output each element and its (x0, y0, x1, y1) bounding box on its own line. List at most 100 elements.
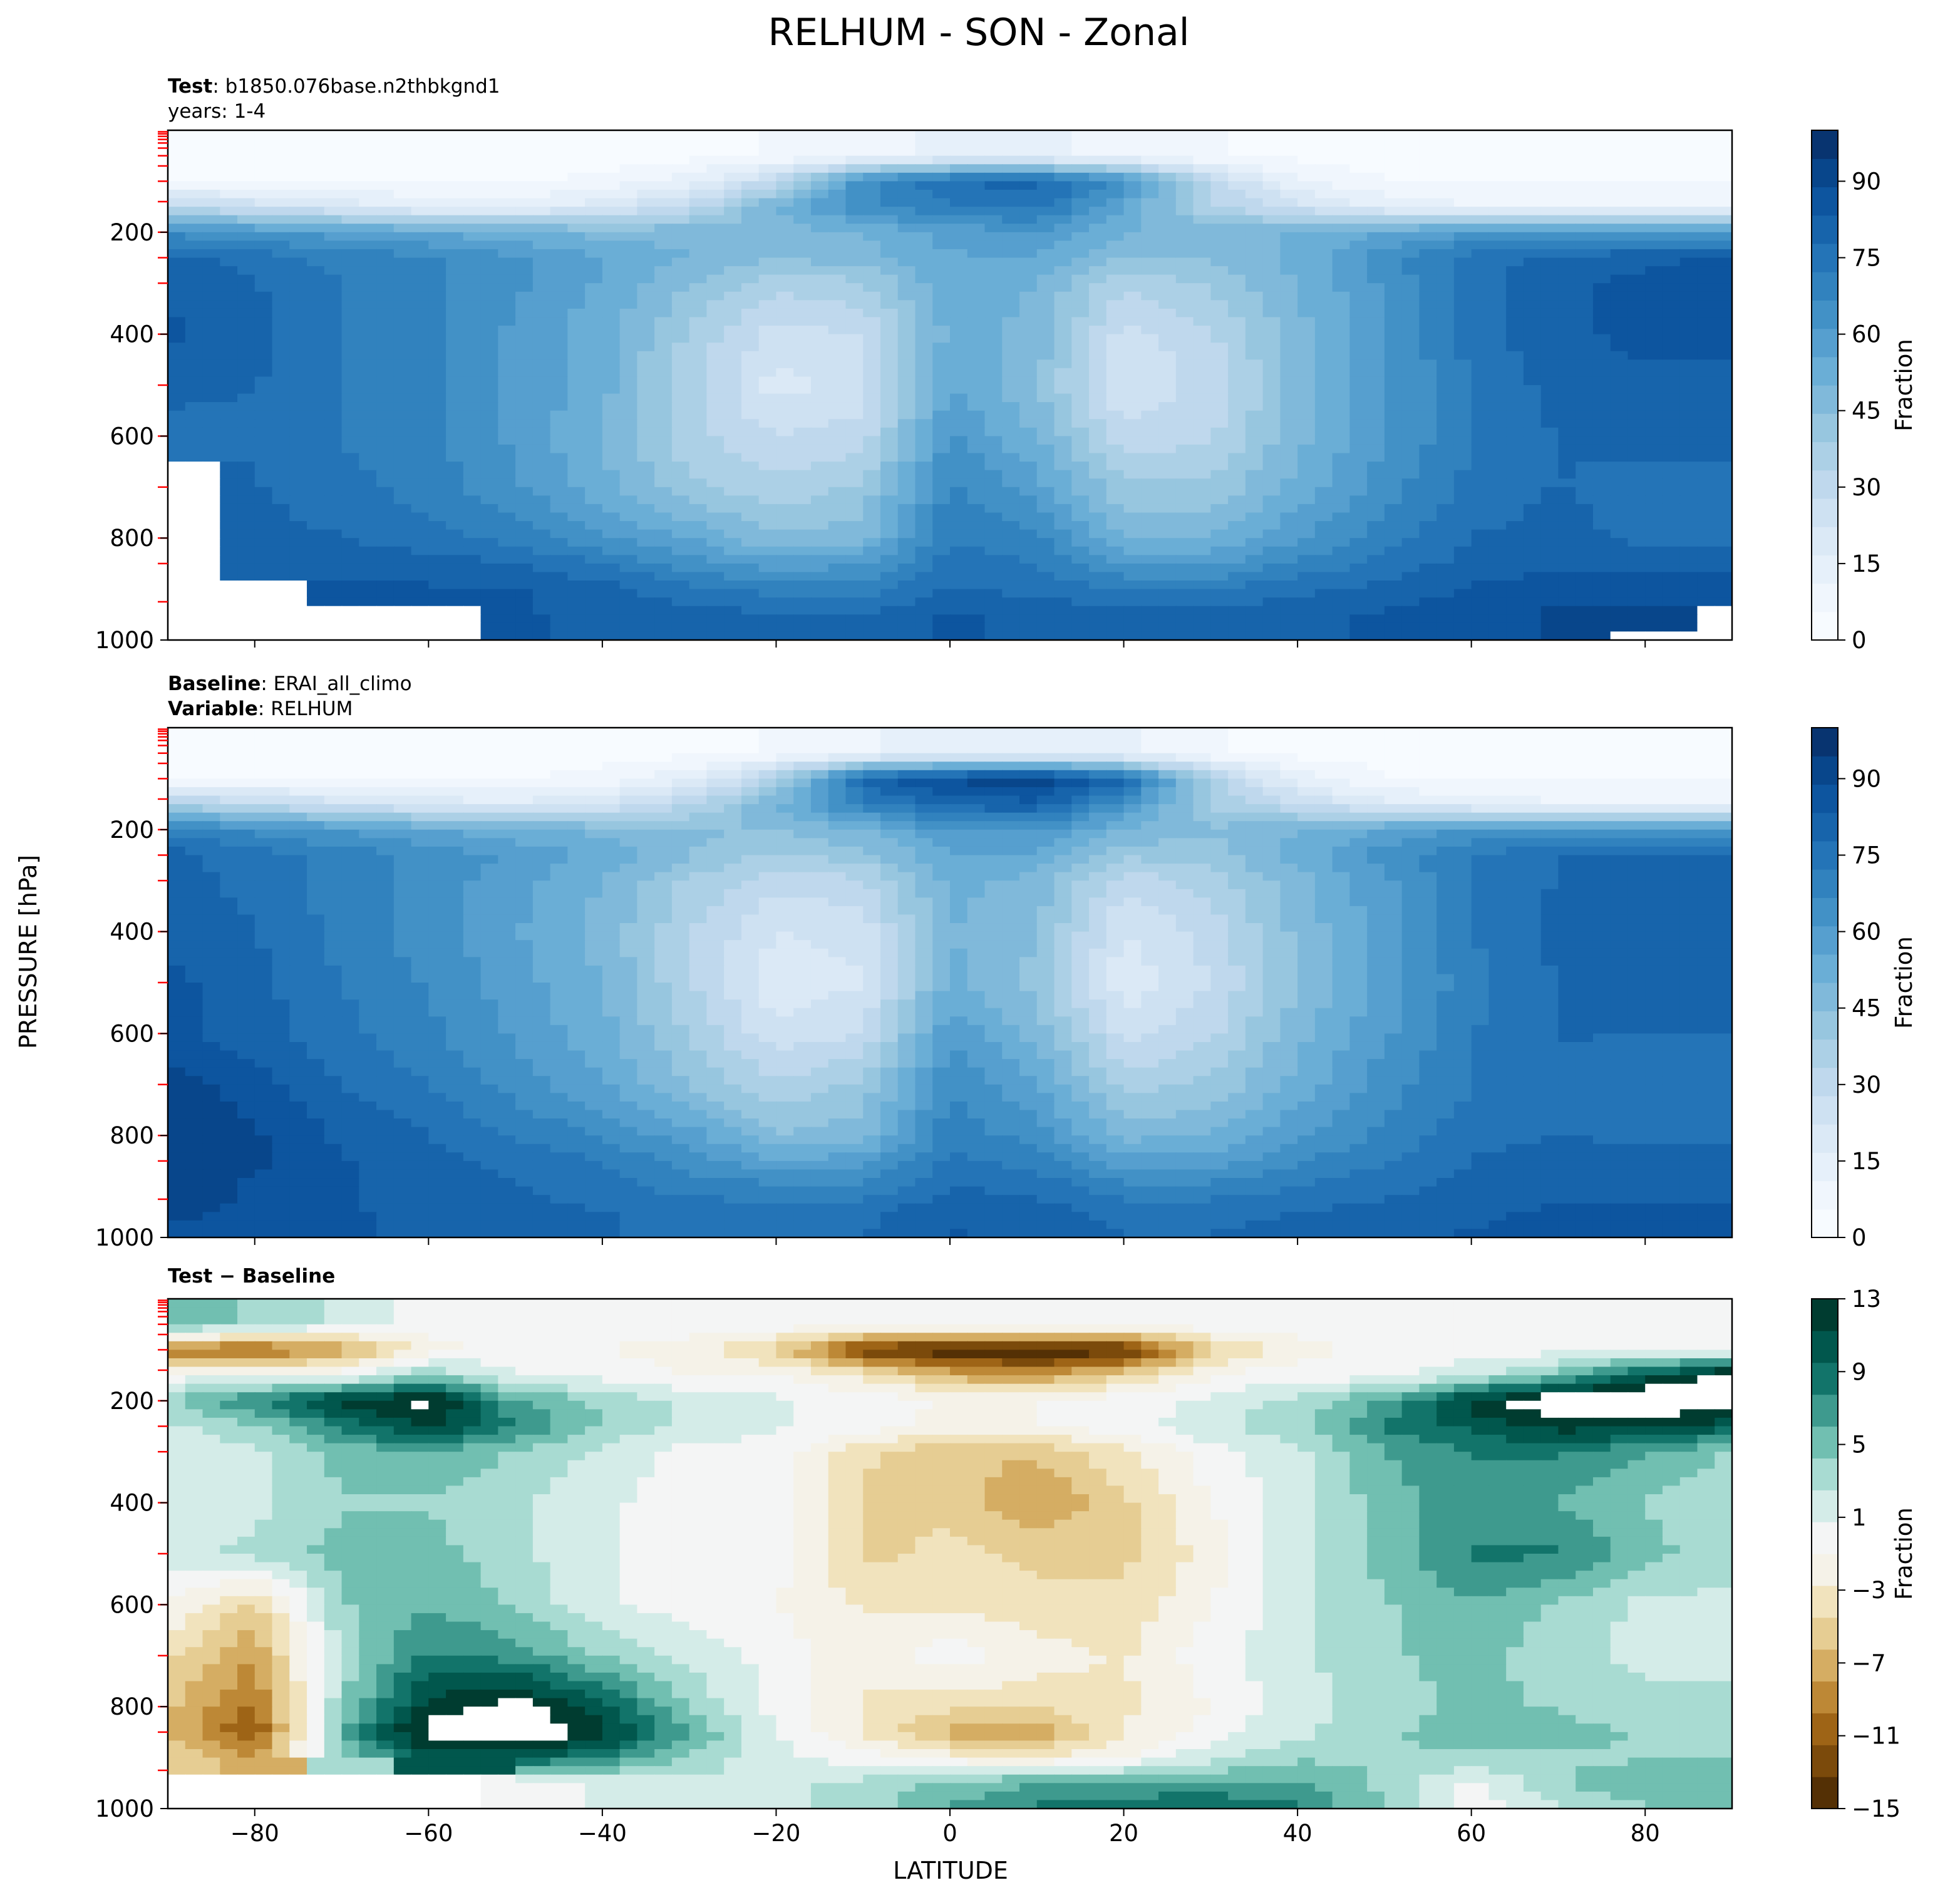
heatmap-cell (1297, 147, 1316, 157)
heatmap-cell (1141, 521, 1159, 530)
heatmap-cell (202, 376, 221, 386)
heatmap-cell (428, 512, 446, 522)
heatmap-cell (706, 343, 725, 352)
heatmap-cell (1054, 283, 1073, 292)
heatmap-cell (1123, 326, 1142, 335)
heatmap-cell (1506, 351, 1524, 361)
heatmap-cell (724, 470, 742, 480)
heatmap-cell (1019, 478, 1038, 488)
heatmap-cell (289, 232, 307, 242)
heatmap-cell (1193, 503, 1212, 514)
heatmap-cell (845, 317, 864, 326)
heatmap-cell (168, 453, 186, 462)
heatmap-cell (1715, 462, 1732, 471)
heatmap-cell (828, 155, 847, 165)
heatmap-cell (810, 240, 829, 250)
heatmap-cell (411, 138, 430, 148)
heatmap-cell (932, 563, 951, 573)
heatmap-cell (1297, 351, 1316, 361)
heatmap-cell (776, 487, 794, 497)
heatmap-cell (724, 546, 742, 556)
heatmap-cell (758, 308, 777, 318)
heatmap-cell (585, 232, 603, 242)
heatmap-cell (602, 402, 621, 411)
heatmap-cell (863, 563, 881, 573)
heatmap-cell (324, 215, 343, 225)
heatmap-cell (1089, 138, 1107, 148)
heatmap-cell (863, 402, 881, 411)
heatmap-cell (810, 232, 829, 242)
heatmap-cell (202, 138, 221, 148)
heatmap-cell (984, 291, 1003, 301)
heatmap-cell (810, 368, 829, 378)
heatmap-cell (1314, 257, 1333, 267)
heatmap-cell (1540, 249, 1559, 259)
heatmap-cell (776, 283, 794, 292)
heatmap-cell (1592, 572, 1611, 581)
heatmap-cell (272, 462, 291, 471)
heatmap-cell (1697, 376, 1716, 386)
heatmap-cell (671, 589, 690, 598)
heatmap-cell (1610, 240, 1629, 250)
heatmap-cell (1280, 359, 1298, 369)
heatmap-cell (1471, 385, 1490, 395)
heatmap-cell (411, 487, 430, 497)
heatmap-cell (758, 546, 777, 556)
heatmap-cell (1054, 189, 1073, 199)
heatmap-cell (1089, 266, 1107, 276)
heatmap-cell (1158, 368, 1177, 378)
heatmap-cell (393, 470, 412, 480)
heatmap-cell (863, 512, 881, 522)
heatmap-cell (1228, 249, 1246, 259)
heatmap-cell (1506, 198, 1524, 207)
heatmap-cell (480, 470, 499, 480)
heatmap-cell (1019, 368, 1038, 378)
heatmap-cell (1679, 181, 1698, 190)
heatmap-cell (932, 172, 951, 182)
heatmap-cell (550, 546, 569, 556)
heatmap-cell (359, 385, 377, 395)
heatmap-cell (1123, 453, 1142, 462)
heatmap-cell (863, 521, 881, 530)
heatmap-cell (1697, 436, 1716, 445)
heatmap-cell (1054, 529, 1073, 539)
heatmap-cell (1540, 189, 1559, 199)
heatmap-cell (1436, 351, 1455, 361)
heatmap-cell (1280, 419, 1298, 428)
heatmap-cell (967, 240, 986, 250)
heatmap-cell (1401, 436, 1420, 445)
heatmap-cell (341, 512, 360, 522)
heatmap-cell (411, 274, 430, 284)
heatmap-cell (463, 376, 482, 386)
heatmap-cell (1314, 240, 1333, 250)
heatmap-cell (1576, 343, 1594, 352)
heatmap-cell (1506, 164, 1524, 173)
heatmap-cell (915, 462, 934, 471)
heatmap-cell (1193, 189, 1212, 199)
heatmap-cell (428, 164, 446, 173)
heatmap-cell (411, 164, 430, 173)
heatmap-cell (1210, 419, 1229, 428)
heatmap-cell (619, 300, 638, 309)
heatmap-cell (1228, 189, 1246, 199)
heatmap-cell (880, 462, 899, 471)
heatmap-cell (724, 207, 742, 216)
heatmap-cell (1419, 376, 1437, 386)
heatmap-cell (393, 257, 412, 267)
heatmap-cell (1592, 555, 1611, 564)
heatmap-cell (1175, 130, 1194, 140)
heatmap-cell (1419, 308, 1437, 318)
heatmap-cell (480, 232, 499, 242)
heatmap-cell (168, 326, 186, 335)
heatmap-cell (1262, 512, 1281, 522)
heatmap-cell (654, 189, 673, 199)
heatmap-cell (810, 487, 829, 497)
heatmap-cell (1175, 512, 1194, 522)
heatmap-cell (1036, 317, 1055, 326)
heatmap-cell (828, 393, 847, 403)
heatmap-cell (1592, 181, 1611, 190)
heatmap-cell (480, 130, 499, 140)
heatmap-cell (671, 478, 690, 488)
heatmap-cell (1245, 402, 1264, 411)
heatmap-cell (585, 453, 603, 462)
